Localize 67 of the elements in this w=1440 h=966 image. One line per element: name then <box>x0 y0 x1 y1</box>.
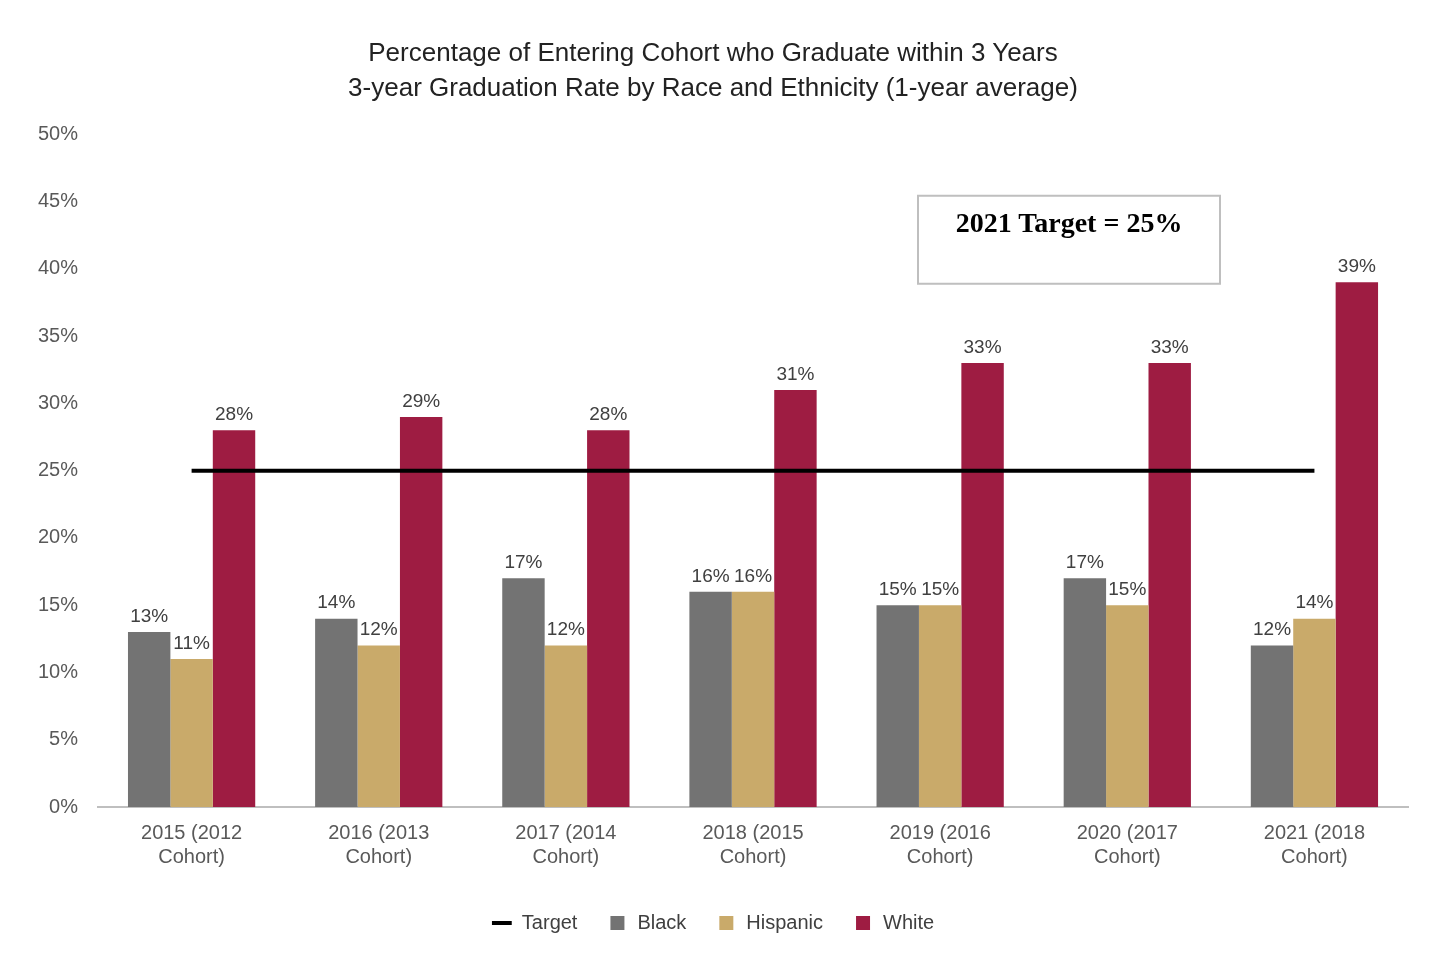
bar <box>1250 645 1294 807</box>
bar <box>1335 282 1379 807</box>
y-tick-label: 50% <box>38 121 79 144</box>
x-tick-label: 2018 (2015 Cohort) <box>702 820 804 867</box>
annotation: 2021 Target = 25% <box>955 207 1183 239</box>
data-label: 13% <box>130 604 169 626</box>
data-label: 12% <box>359 618 398 640</box>
y-tick-label: 5% <box>49 727 79 750</box>
bar <box>357 645 400 807</box>
bar <box>587 430 630 807</box>
data-label: 11% <box>173 631 211 653</box>
data-label: 28% <box>215 403 254 425</box>
data-label: 39% <box>1337 255 1376 277</box>
bar <box>774 389 817 807</box>
data-label: 15% <box>921 577 960 599</box>
bar <box>876 605 919 807</box>
bar <box>731 591 775 807</box>
bar <box>315 618 358 807</box>
data-label: 33% <box>963 335 1002 357</box>
bar <box>1106 605 1149 807</box>
data-label: 29% <box>402 389 441 411</box>
x-tick-label: 2015 (2012 Cohort) <box>141 820 243 867</box>
y-tick-label: 45% <box>38 189 79 212</box>
y-tick-label: 25% <box>38 458 79 481</box>
data-label: 14% <box>1295 591 1334 613</box>
bar <box>961 363 1004 807</box>
x-tick-label: 2020 (2017 Cohort) <box>1076 820 1178 867</box>
data-label: 16% <box>691 564 730 586</box>
bar <box>1293 618 1336 807</box>
data-label: 12% <box>546 618 585 640</box>
data-label: 17% <box>1065 551 1104 573</box>
legend-label: Black <box>637 910 688 933</box>
data-label: 17% <box>504 551 543 573</box>
x-tick-label: 2017 (2014 Cohort) <box>515 820 617 867</box>
data-label: 28% <box>589 403 628 425</box>
bar <box>1148 363 1191 807</box>
data-label: 15% <box>1108 577 1147 599</box>
y-tick-label: 10% <box>38 660 79 682</box>
bar <box>212 430 256 807</box>
bar <box>502 578 545 807</box>
chart-subtitle: 3-year Graduation Rate by Race and Ethnicity (1-year average) <box>348 71 1078 102</box>
y-tick-label: 40% <box>38 256 79 279</box>
data-label: 33% <box>1150 335 1189 357</box>
legend-label: White <box>883 910 935 933</box>
bar <box>918 605 962 807</box>
data-label: 31% <box>776 362 815 384</box>
y-tick-label: 20% <box>38 525 79 548</box>
bar <box>399 416 443 807</box>
x-tick-label: 2016 (2013 Cohort) <box>328 820 430 867</box>
legend-label: Target <box>521 910 578 933</box>
y-tick-label: 35% <box>38 323 79 346</box>
bar <box>127 632 171 807</box>
x-tick-label: 2021 (2018 Cohort) <box>1263 820 1366 867</box>
legend-label: Hispanic <box>746 910 824 933</box>
bar <box>544 645 588 807</box>
y-tick-label: 30% <box>38 390 79 413</box>
data-label: 15% <box>878 577 917 599</box>
data-label: 12% <box>1253 618 1292 640</box>
chart-title: Percentage of Entering Cohort who Graduate within 3 Years <box>368 36 1058 67</box>
data-label: 14% <box>317 591 356 613</box>
bar <box>689 591 732 807</box>
data-label: 16% <box>734 564 773 586</box>
bar <box>1063 578 1107 807</box>
y-tick-label: 15% <box>38 592 79 615</box>
x-tick-label: 2019 (2016 Cohort) <box>889 820 991 867</box>
y-tick-label: 0% <box>49 794 79 817</box>
bar <box>170 659 213 807</box>
